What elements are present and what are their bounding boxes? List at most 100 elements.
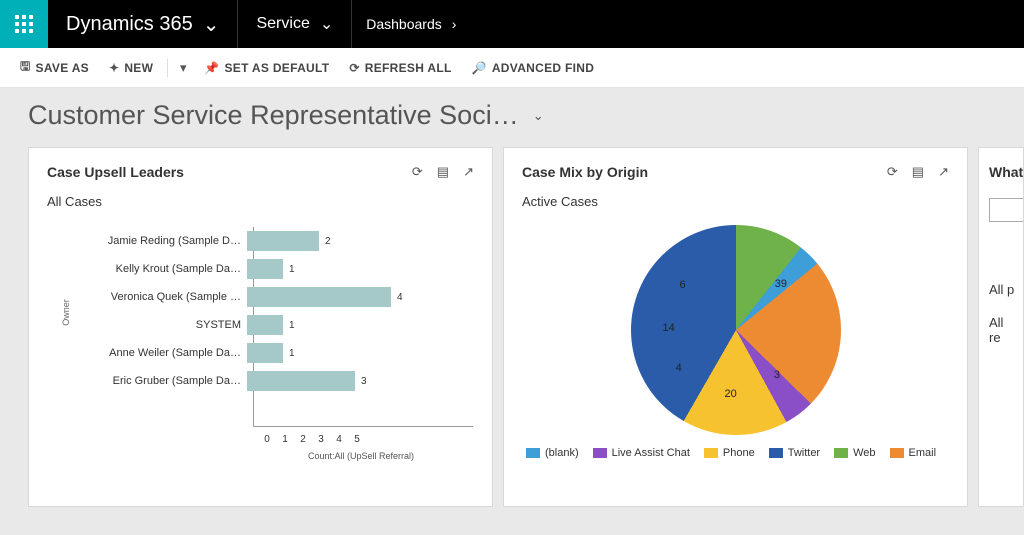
bar-value: 1 [289, 348, 295, 359]
bar-row[interactable]: SYSTEM 1 [97, 311, 403, 339]
card-row: Case Upsell Leaders ⟳ ▤ ↗ All Cases Owne… [28, 147, 1024, 507]
legend-item[interactable]: Twitter [769, 447, 820, 459]
pie-slice-label: 20 [724, 388, 736, 400]
refresh-icon: ⟳ [349, 61, 359, 75]
command-bar: 🖫 SAVE AS ✦ NEW ▾ 📌 SET AS DEFAULT ⟳ REF… [0, 48, 1024, 88]
legend-item[interactable]: Web [834, 447, 875, 459]
popout-icon[interactable]: ↗ [938, 164, 949, 180]
refresh-icon[interactable]: ⟳ [887, 164, 898, 180]
post-input[interactable] [989, 198, 1024, 222]
nav-brand[interactable]: Dynamics 365 ⌄ [48, 0, 238, 48]
card-title: Case Mix by Origin [522, 164, 648, 180]
legend-item[interactable]: Email [890, 447, 937, 459]
bar-row[interactable]: Eric Gruber (Sample Da… 3 [97, 367, 403, 395]
refresh-all-button[interactable]: ⟳ REFRESH ALL [341, 57, 459, 79]
refresh-icon[interactable]: ⟳ [412, 164, 423, 180]
pie-slice-label: 39 [775, 278, 787, 290]
bar-row[interactable]: Kelly Krout (Sample Da… 1 [97, 255, 403, 283]
legend-item[interactable]: (blank) [526, 447, 579, 459]
bar [247, 287, 391, 307]
new-icon: ✦ [109, 61, 119, 75]
bar-value: 3 [361, 376, 367, 387]
global-nav: Dynamics 365 ⌄ Service ⌄ Dashboards › [0, 0, 1024, 48]
nav-breadcrumb-label: Dashboards [366, 16, 442, 32]
bar-label: Kelly Krout (Sample Da… [97, 263, 247, 275]
legend-swatch [526, 448, 540, 458]
bar-label: Anne Weiler (Sample Da… [97, 347, 247, 359]
save-as-button[interactable]: 🖫 SAVE AS [12, 53, 97, 82]
legend-label: Live Assist Chat [612, 447, 690, 459]
card-whats-new: What All p All re [978, 147, 1024, 507]
legend-swatch [769, 448, 783, 458]
pie-slice-label: 4 [676, 362, 682, 374]
y-axis-label: Owner [61, 299, 71, 326]
save-as-label: SAVE AS [36, 61, 89, 75]
records-icon[interactable]: ▤ [437, 164, 449, 180]
bar-label: Eric Gruber (Sample Da… [97, 375, 247, 387]
card-title: What [989, 164, 1017, 180]
separator [167, 59, 168, 77]
bar-row[interactable]: Anne Weiler (Sample Da… 1 [97, 339, 403, 367]
page-title-text: Customer Service Representative Soci… [28, 100, 519, 131]
pin-icon: 📌 [204, 61, 219, 75]
advanced-find-label: ADVANCED FIND [492, 61, 594, 75]
binoculars-icon: 🔎 [472, 61, 487, 75]
bar-row[interactable]: Jamie Reding (Sample D… 2 [97, 227, 403, 255]
bars-container: Jamie Reding (Sample D… 2 Kelly Krout (Sam… [97, 227, 403, 395]
nav-brand-label: Dynamics 365 [66, 13, 193, 36]
bar [247, 343, 283, 363]
popout-icon[interactable]: ↗ [463, 164, 474, 180]
filter-all-posts[interactable]: All p [989, 282, 1017, 297]
x-axis-label: Count:All (UpSell Referral) [253, 451, 469, 461]
legend-item[interactable]: Phone [704, 447, 755, 459]
pie-wrap: 393204146 (blank)Live Assist ChatPhoneTw… [522, 219, 949, 459]
bar-value: 4 [397, 292, 403, 303]
bar-value: 1 [289, 320, 295, 331]
legend-label: (blank) [545, 447, 579, 459]
records-icon[interactable]: ▤ [912, 164, 924, 180]
nav-module-label: Service [256, 15, 309, 33]
waffle-icon [15, 15, 33, 33]
filter-all-records[interactable]: All re [989, 315, 1017, 345]
pie-slice-label: 3 [774, 369, 780, 381]
card-subtitle: All Cases [47, 194, 474, 209]
legend-swatch [704, 448, 718, 458]
bar-value: 2 [325, 236, 331, 247]
dashboard-selector[interactable]: Customer Service Representative Soci… ⌄ [28, 100, 1024, 131]
legend-swatch [834, 448, 848, 458]
chevron-right-icon: › [452, 16, 457, 32]
bar-label: Veronica Quek (Sample … [97, 291, 247, 303]
bar-row[interactable]: Veronica Quek (Sample … 4 [97, 283, 403, 311]
legend-swatch [593, 448, 607, 458]
x-tick: 5 [339, 434, 375, 445]
refresh-all-label: REFRESH ALL [365, 61, 452, 75]
bar-label: Jamie Reding (Sample D… [97, 235, 247, 247]
new-button[interactable]: ✦ NEW [101, 57, 161, 79]
legend-label: Phone [723, 447, 755, 459]
chevron-down-icon: ⌄ [320, 14, 333, 34]
bar [247, 315, 283, 335]
bar [247, 371, 355, 391]
set-default-button[interactable]: 📌 SET AS DEFAULT [196, 57, 337, 79]
card-case-mix: Case Mix by Origin ⟳ ▤ ↗ Active Cases 39… [503, 147, 968, 507]
app-launcher-button[interactable] [0, 0, 48, 48]
nav-breadcrumb[interactable]: Dashboards › [352, 0, 470, 48]
card-upsell-leaders: Case Upsell Leaders ⟳ ▤ ↗ All Cases Owne… [28, 147, 493, 507]
pie-chart: 393204146 [631, 225, 841, 435]
bar-chart: Owner Jamie Reding (Sample D…2Kelly Krou… [67, 219, 474, 459]
legend-item[interactable]: Live Assist Chat [593, 447, 690, 459]
bar-label: SYSTEM [97, 319, 247, 331]
card-subtitle: Active Cases [522, 194, 949, 209]
x-ticks: 012345 [253, 434, 478, 445]
nav-module[interactable]: Service ⌄ [238, 0, 352, 48]
new-dropdown-button[interactable]: ▾ [174, 56, 192, 80]
legend-label: Twitter [788, 447, 820, 459]
bar-value: 1 [289, 264, 295, 275]
advanced-find-button[interactable]: 🔎 ADVANCED FIND [464, 57, 603, 79]
legend-label: Web [853, 447, 875, 459]
bar [247, 231, 319, 251]
card-title: Case Upsell Leaders [47, 164, 184, 180]
pie-slice-label: 6 [680, 279, 686, 291]
save-icon: 🖫 [20, 57, 31, 78]
legend-swatch [890, 448, 904, 458]
